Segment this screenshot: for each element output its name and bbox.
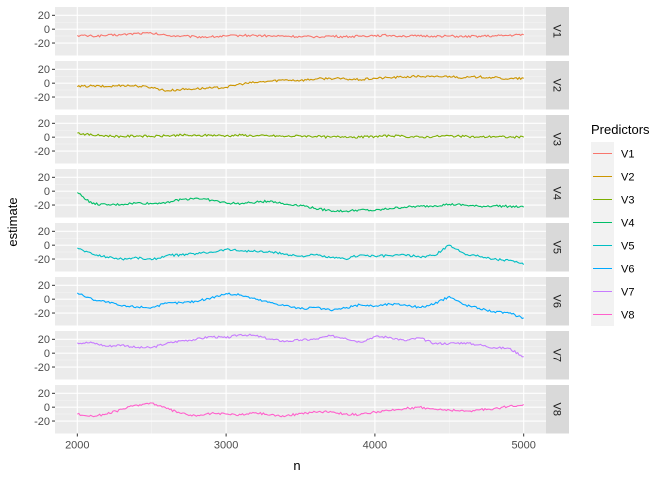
- y-tick-label: 20: [38, 10, 50, 22]
- series-line-v7: [77, 333, 524, 358]
- facet-panel-v1: -20 0 20 V1: [34, 7, 569, 56]
- facet-strip: [546, 223, 569, 272]
- series-line-v1: [76, 31, 524, 39]
- facet-strip-label: V6: [551, 295, 563, 308]
- legend-item-v5: V5: [591, 234, 634, 257]
- legend-item-v4: V4: [591, 211, 634, 234]
- y-tick-label: 20: [38, 118, 50, 130]
- facet-strip-label: V2: [551, 79, 563, 92]
- y-tick-label: 0: [44, 186, 50, 198]
- y-axis-title: estimate: [5, 197, 20, 246]
- facet-strip-label: V5: [551, 241, 563, 254]
- legend-label: V5: [621, 241, 634, 253]
- legend-label: V2: [621, 172, 634, 184]
- y-tick-label: 0: [44, 348, 50, 360]
- facet-strip: [546, 169, 569, 218]
- series-line-v4: [77, 192, 524, 213]
- legend-item-v1: V1: [591, 142, 634, 165]
- facet-panel-v5: -20 0 20 V5: [34, 223, 569, 272]
- legend: Predictors V1 V2 V3 V4 V5 V6 V7 V8: [591, 122, 650, 326]
- y-tick-label: -20: [34, 416, 50, 428]
- legend-label: V4: [621, 218, 634, 230]
- x-axis-title: n: [293, 458, 300, 473]
- facet-strip: [546, 277, 569, 326]
- facet-panel-v2: -20 0 20 V2: [34, 61, 569, 110]
- facet-strip: [546, 385, 569, 434]
- legend-items: V1 V2 V3 V4 V5 V6 V7 V8: [591, 142, 634, 326]
- facet-strip-label: V8: [551, 403, 563, 416]
- y-tick-label: 20: [38, 334, 50, 346]
- series-line-v3: [77, 132, 524, 140]
- x-tick-label: 5000: [511, 440, 535, 452]
- facet-panel-v8: -20 0 20 V8: [34, 385, 569, 434]
- y-tick-label: 20: [38, 172, 50, 184]
- y-tick-label: 0: [44, 402, 50, 414]
- y-tick-label: 0: [44, 240, 50, 252]
- x-tick-label: 3000: [214, 440, 238, 452]
- legend-item-v8: V8: [591, 303, 634, 326]
- legend-item-v7: V7: [591, 280, 634, 303]
- facet-strip-label: V4: [551, 187, 563, 200]
- series-line-v6: [76, 292, 524, 320]
- y-tick-label: 20: [38, 226, 50, 238]
- y-tick-label: -20: [34, 38, 50, 50]
- facet-panel-v6: -20 0 20 V6: [34, 277, 569, 326]
- y-tick-label: 20: [38, 64, 50, 76]
- x-axis: 2000 3000 4000 5000: [65, 433, 536, 452]
- y-tick-label: 0: [44, 132, 50, 144]
- facet-panels: -20 0 20 V1 -20 0 20 V2 -20 0 20 V3 -20 0 20 V4 -20 0 20 V5…: [34, 7, 569, 434]
- y-tick-label: -20: [34, 146, 50, 158]
- facet-strip-label: V1: [551, 25, 563, 38]
- legend-label: V6: [621, 264, 634, 276]
- series-line-v5: [77, 244, 525, 265]
- facet-panel-v7: -20 0 20 V7: [34, 331, 569, 380]
- x-tick-label: 4000: [363, 440, 387, 452]
- facet-strip-label: V7: [551, 349, 563, 362]
- y-tick-label: -20: [34, 254, 50, 266]
- y-tick-label: 0: [44, 294, 50, 306]
- legend-label: V3: [621, 195, 634, 207]
- x-tick-label: 2000: [65, 440, 89, 452]
- series-line-v2: [77, 74, 524, 92]
- legend-item-v3: V3: [591, 188, 634, 211]
- facet-strip-label: V3: [551, 133, 563, 146]
- y-tick-label: -20: [34, 362, 50, 374]
- facet-panel-v4: -20 0 20 V4: [34, 169, 569, 218]
- facet-strip: [546, 331, 569, 380]
- facet-strip: [546, 115, 569, 164]
- y-tick-label: -20: [34, 92, 50, 104]
- facet-strip: [546, 7, 569, 56]
- legend-label: V7: [621, 287, 634, 299]
- legend-item-v6: V6: [591, 257, 634, 280]
- facet-strip: [546, 61, 569, 110]
- y-tick-label: -20: [34, 200, 50, 212]
- legend-label: V1: [621, 149, 634, 161]
- facet-panel-v3: -20 0 20 V3: [34, 115, 569, 164]
- y-tick-label: 20: [38, 388, 50, 400]
- y-tick-label: 0: [44, 78, 50, 90]
- legend-item-v2: V2: [591, 165, 634, 188]
- legend-title: Predictors: [591, 122, 650, 137]
- y-tick-label: 20: [38, 280, 50, 292]
- y-tick-label: 0: [44, 24, 50, 36]
- y-tick-label: -20: [34, 308, 50, 320]
- legend-label: V8: [621, 310, 634, 322]
- series-line-v8: [77, 402, 524, 418]
